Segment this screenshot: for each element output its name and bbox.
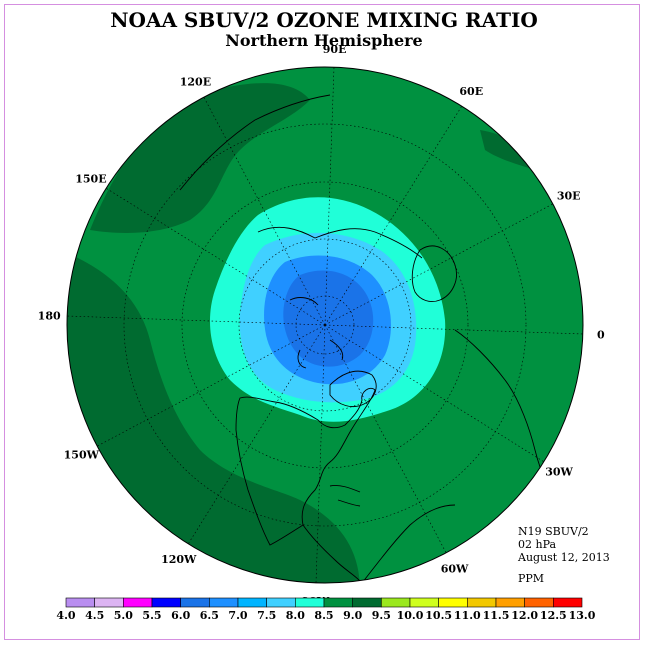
- coastline-south-america: [361, 504, 456, 583]
- colorbar-swatch: [180, 597, 210, 608]
- meridian-lines: [67, 67, 583, 583]
- info-block: N19 SBUV/2 02 hPa August 12, 2013 PPM: [518, 525, 642, 585]
- colorbar-tick-label: 13.0: [569, 609, 596, 622]
- colorbar-tick-label: 9.0: [343, 609, 362, 622]
- meridian-120e: [203, 97, 326, 326]
- meridian-0: [324, 324, 583, 335]
- colorbar-swatch: [409, 597, 439, 608]
- map-title: NOAA SBUV/2 OZONE MIXING RATIO: [110, 8, 538, 32]
- colorbar-swatch: [123, 597, 153, 608]
- meridian-30e: [324, 203, 553, 326]
- coastline-europe: [411, 245, 457, 303]
- colorbar-swatch: [237, 597, 267, 608]
- colorbar-swatch: [352, 597, 382, 608]
- colorbar-tick-label: 11.0: [454, 609, 481, 622]
- colorbar-swatch: [381, 597, 411, 608]
- colorbar: 4.0 4.5 5.0 5.5 6.0 6.5 7.0 7.5 8.0 8.5 9.0 9.5 10.0…: [56, 597, 596, 622]
- colorbar-tick-label: 12.0: [511, 609, 538, 622]
- meridian-90w: [315, 324, 326, 583]
- colorbar-tick-label: 5.0: [114, 609, 133, 622]
- colorbar-tick-label: 6.5: [200, 609, 219, 622]
- meridian-90e: [324, 67, 335, 326]
- colorbar-tick-label: 11.5: [483, 609, 510, 622]
- colorbar-tick-label: 8.5: [314, 609, 333, 622]
- longitude-label: 60W: [441, 563, 469, 576]
- colorbar-tick-label: 8.0: [286, 609, 305, 622]
- colorbar-tick-label: 10.5: [425, 609, 452, 622]
- instrument-label: N19 SBUV/2: [518, 525, 589, 538]
- colorbar-swatch: [438, 597, 468, 608]
- longitude-label: 150W: [64, 449, 100, 462]
- longitude-label: 150E: [75, 173, 106, 186]
- map-border: [66, 66, 584, 584]
- colorbar-tick-label: 5.5: [142, 609, 161, 622]
- longitude-label: 30W: [545, 465, 573, 478]
- coastline-eurasia-arctic: [257, 226, 423, 259]
- colorbar-swatch: [209, 597, 239, 608]
- latitude-circle-80: [295, 295, 355, 355]
- colorbar-swatch: [151, 597, 181, 608]
- colorbar-tick-label: 7.0: [228, 609, 247, 622]
- pressure-level-label: 02 hPa: [518, 538, 557, 551]
- longitude-label: 0: [597, 329, 605, 342]
- meridian-60e: [324, 106, 462, 326]
- colorbar-tick-label: 4.5: [85, 609, 104, 622]
- colorbar-swatch: [467, 597, 497, 608]
- figure-frame: [4, 4, 640, 640]
- colorbar-tick-label: 9.5: [372, 609, 391, 622]
- colorbar-swatch: [495, 597, 525, 608]
- graticule: [67, 67, 583, 583]
- coastline-caribbean: [329, 485, 361, 507]
- colorbar-tick-label: 10.0: [397, 609, 424, 622]
- date-label: August 12, 2013: [518, 551, 610, 564]
- longitude-label: 30E: [557, 189, 581, 202]
- colorbar-swatch: [323, 597, 353, 608]
- longitude-label: 120E: [180, 75, 211, 88]
- latitude-circle-40: [181, 181, 469, 469]
- longitude-label: 180: [38, 309, 61, 322]
- longitude-label: 90E: [323, 43, 347, 56]
- latitude-circle-20: [123, 123, 527, 527]
- meridian-30w: [324, 324, 544, 462]
- meridian-120w: [188, 324, 326, 544]
- field-region-high-northeast: [480, 130, 535, 170]
- meridian-180: [67, 315, 326, 326]
- colorbar-swatch: [553, 597, 583, 608]
- colorbar-swatch: [524, 597, 554, 608]
- longitude-labels: 90E60E30E030W60W90W120W150W180150E120E: [38, 43, 605, 608]
- colorbar-tick-label: 6.0: [171, 609, 190, 622]
- colorbar-tick-label: 4.0: [56, 609, 75, 622]
- latitude-circle-60: [238, 238, 412, 412]
- meridian-150w: [97, 324, 326, 447]
- coastline-north-america: [235, 387, 376, 546]
- colorbar-swatch: [65, 597, 95, 608]
- coastline-greenland: [329, 370, 377, 407]
- coastline-central-america: [302, 524, 363, 583]
- field-region-high-north: [90, 83, 310, 233]
- ozone-field: [67, 67, 583, 583]
- map-subtitle: Northern Hemisphere: [225, 31, 423, 50]
- meridian-60w: [324, 324, 447, 553]
- units-label: PPM: [518, 572, 545, 585]
- longitude-label: 60E: [459, 85, 483, 98]
- colorbar-swatch: [94, 597, 124, 608]
- colorbar-tick-label: 7.5: [257, 609, 276, 622]
- colorbar-tick-label: 12.5: [540, 609, 567, 622]
- meridian-150e: [106, 188, 326, 326]
- colorbar-swatch: [266, 597, 296, 608]
- longitude-label: 120W: [161, 553, 197, 566]
- colorbar-swatch: [295, 597, 325, 608]
- field-region-deepblue: [283, 270, 374, 367]
